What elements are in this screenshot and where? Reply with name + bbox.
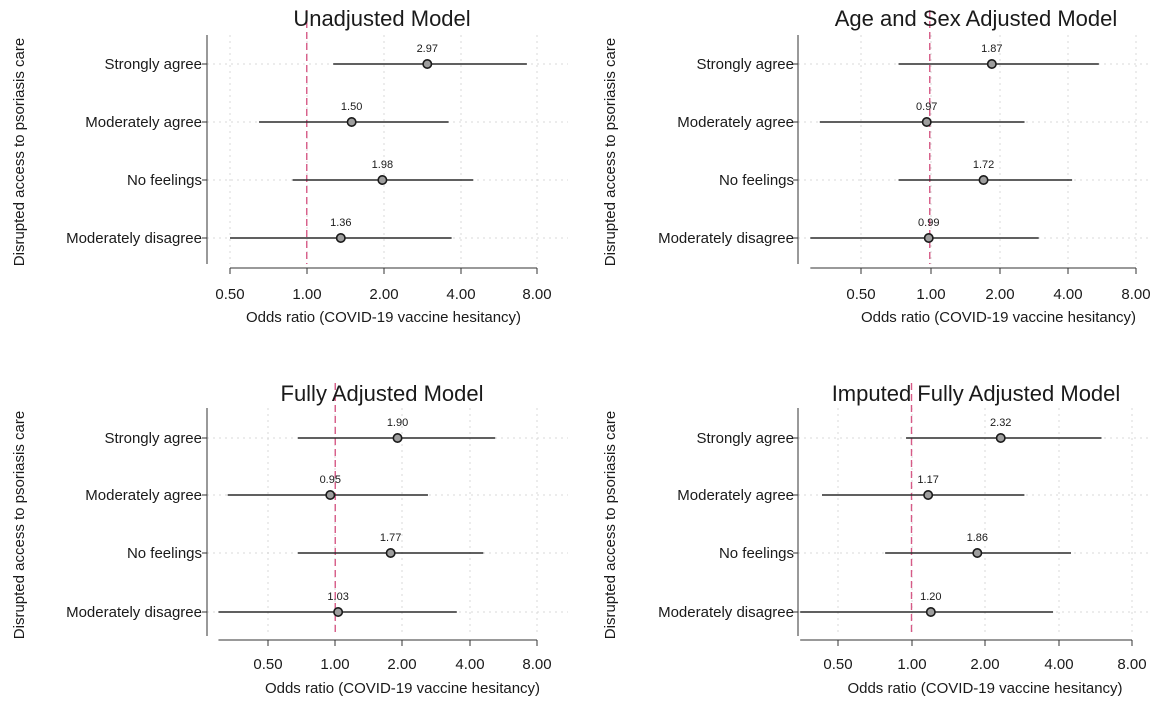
category-label: Strongly agree xyxy=(696,430,794,447)
y-axis-label: Disrupted access to psoriasis care xyxy=(602,411,619,639)
x-tick-label: 8.00 xyxy=(522,286,551,303)
x-tick-label: 1.00 xyxy=(916,286,945,303)
x-axis-label: Odds ratio (COVID-19 vaccine hesitancy) xyxy=(246,309,521,326)
category-label: No feelings xyxy=(127,545,202,562)
category-label: Moderately disagree xyxy=(66,604,202,621)
x-tick-label: 1.00 xyxy=(292,286,321,303)
x-tick-label: 4.00 xyxy=(1053,286,1082,303)
chart-svg: 0.50 1.00 2.00 4.00 8.00 Fully Adjusted Model… xyxy=(11,381,568,697)
odds-ratio-point xyxy=(333,607,344,618)
data-label: 2.32 xyxy=(990,417,1011,429)
odds-ratio-point xyxy=(377,175,388,186)
x-axis-label: Odds ratio (COVID-19 vaccine hesitancy) xyxy=(847,680,1122,697)
x-tick-label: 4.00 xyxy=(455,656,484,673)
x-tick-label: 8.00 xyxy=(1117,656,1146,673)
x-axis-label: Odds ratio (COVID-19 vaccine hesitancy) xyxy=(861,309,1136,326)
forest-plot-unadjusted: 0.50 1.00 2.00 4.00 8.00 Unadjusted Model Disr… xyxy=(0,0,576,350)
odds-ratio-point xyxy=(923,490,934,501)
data-label: 1.72 xyxy=(973,159,994,171)
category-label: Strongly agree xyxy=(104,430,202,447)
category-label: Moderately disagree xyxy=(658,230,794,247)
data-label: 1.20 xyxy=(920,591,941,603)
odds-ratio-point xyxy=(921,117,932,128)
data-label: 1.36 xyxy=(330,217,351,229)
chart-title: Fully Adjusted Model xyxy=(281,381,484,406)
category-label: Moderately agree xyxy=(85,114,202,131)
x-tick-label: 2.00 xyxy=(985,286,1014,303)
x-tick-label: 0.50 xyxy=(253,656,282,673)
x-tick-label: 2.00 xyxy=(369,286,398,303)
category-label: No feelings xyxy=(719,545,794,562)
x-tick-label: 1.00 xyxy=(897,656,926,673)
x-tick-label: 8.00 xyxy=(1121,286,1150,303)
data-label: 0.99 xyxy=(918,217,939,229)
x-tick-label: 0.50 xyxy=(215,286,244,303)
x-axis-label: Odds ratio (COVID-19 vaccine hesitancy) xyxy=(265,680,540,697)
category-label: Strongly agree xyxy=(696,56,794,73)
x-tick-label: 4.00 xyxy=(446,286,475,303)
category-label: Moderately agree xyxy=(85,487,202,504)
category-label: Moderately agree xyxy=(677,487,794,504)
category-label: No feelings xyxy=(127,172,202,189)
odds-ratio-point xyxy=(986,58,997,69)
odds-ratio-point xyxy=(925,607,936,618)
chart-title: Age and Sex Adjusted Model xyxy=(835,6,1118,31)
chart-title: Imputed Fully Adjusted Model xyxy=(832,381,1121,406)
data-label: 1.17 xyxy=(917,474,938,486)
chart-title: Unadjusted Model xyxy=(293,6,470,31)
data-label: 0.95 xyxy=(320,474,341,486)
x-tick-label: 4.00 xyxy=(1044,656,1073,673)
chart-svg: 0.50 1.00 2.00 4.00 8.00 Unadjusted Model Disr… xyxy=(11,6,568,326)
odds-ratio-point xyxy=(346,117,357,128)
data-label: 1.03 xyxy=(327,591,348,603)
forest-plot-fully-adjusted: 0.50 1.00 2.00 4.00 8.00 Fully Adjusted Model… xyxy=(0,373,576,701)
data-label: 2.97 xyxy=(417,43,438,55)
data-label: 1.50 xyxy=(341,101,362,113)
category-label: Moderately disagree xyxy=(66,230,202,247)
y-axis-label: Disrupted access to psoriasis care xyxy=(11,411,28,639)
odds-ratio-point xyxy=(978,175,989,186)
odds-ratio-point xyxy=(385,548,396,559)
data-label: 0.97 xyxy=(916,101,937,113)
odds-ratio-point xyxy=(392,432,403,443)
category-label: Strongly agree xyxy=(104,56,202,73)
data-label: 1.87 xyxy=(981,43,1002,55)
category-label: Moderately agree xyxy=(677,114,794,131)
y-axis-label: Disrupted access to psoriasis care xyxy=(602,38,619,266)
data-label: 1.90 xyxy=(387,417,408,429)
forest-plot-age-sex-adjusted: 0.50 1.00 2.00 4.00 8.00 Age and Sex Adjusted… xyxy=(595,0,1153,350)
x-tick-label: 0.50 xyxy=(823,656,852,673)
category-label: Moderately disagree xyxy=(658,604,794,621)
chart-svg: 0.50 1.00 2.00 4.00 8.00 Imputed Fully Adjust… xyxy=(602,381,1151,697)
x-tick-label: 2.00 xyxy=(387,656,416,673)
data-label: 1.77 xyxy=(380,532,401,544)
odds-ratio-point xyxy=(923,233,934,244)
data-label: 1.98 xyxy=(372,159,393,171)
data-label: 1.86 xyxy=(967,532,988,544)
odds-ratio-point xyxy=(422,58,433,69)
odds-ratio-point xyxy=(995,432,1006,443)
x-tick-label: 2.00 xyxy=(970,656,999,673)
chart-svg: 0.50 1.00 2.00 4.00 8.00 Age and Sex Adjusted… xyxy=(602,6,1151,326)
category-label: No feelings xyxy=(719,172,794,189)
odds-ratio-point xyxy=(335,233,346,244)
x-tick-label: 0.50 xyxy=(846,286,875,303)
forest-plot-imputed-fully-adjusted: 0.50 1.00 2.00 4.00 8.00 Imputed Fully Adjust… xyxy=(595,373,1153,701)
odds-ratio-point xyxy=(325,490,336,501)
x-tick-label: 1.00 xyxy=(320,656,349,673)
odds-ratio-point xyxy=(972,548,983,559)
x-tick-label: 8.00 xyxy=(522,656,551,673)
y-axis-label: Disrupted access to psoriasis care xyxy=(11,38,28,266)
